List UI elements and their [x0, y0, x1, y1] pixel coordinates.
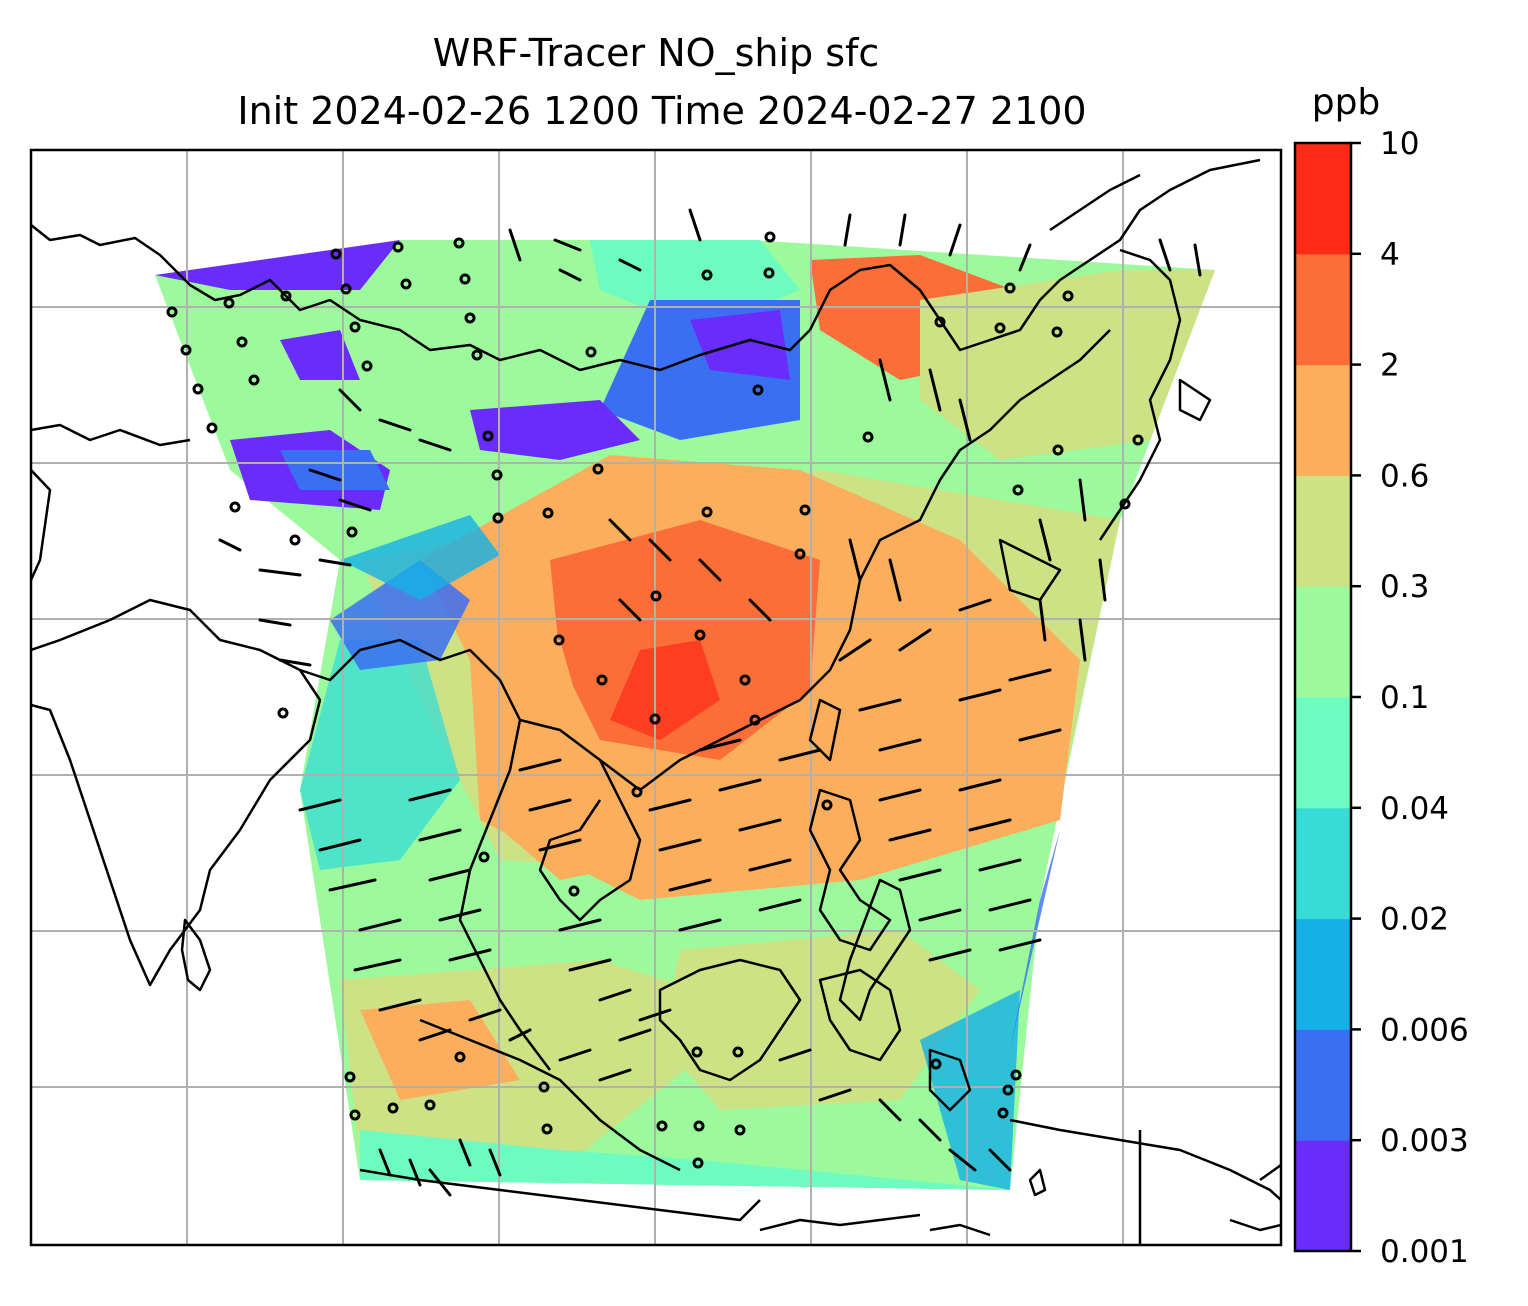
colorbar-tick-label: 4	[1380, 237, 1400, 273]
colorbar-swatch	[1295, 1029, 1351, 1141]
colorbar-swatch	[1295, 918, 1351, 1030]
colorbar-swatch	[1295, 364, 1351, 476]
colorbar-tick-label: 0.3	[1380, 569, 1429, 605]
colorbar-swatch	[1295, 807, 1351, 920]
colorbar-tick-label: 10	[1380, 126, 1419, 162]
colorbar-tick-label: 0.6	[1380, 458, 1429, 494]
coastlines-and-borders	[31, 158, 1281, 1245]
colorbar-ticks: 0.001 0.003 0.006 0.02 0.04 0.1 0.3 0.6 2 4 10	[1351, 126, 1469, 1270]
tracer-concentration-field	[155, 240, 1215, 1190]
colorbar-tick-label: 2	[1380, 348, 1400, 384]
colorbar-swatch	[1295, 143, 1351, 255]
colorbar-tick-label: 0.003	[1380, 1123, 1469, 1159]
colorbar-swatch	[1295, 697, 1351, 809]
colorbar-swatch	[1295, 475, 1351, 587]
colorbar: ppb 0.001 0.003 0.006 0.02 0.04 0.1 0.3 0.6 2 4 10	[1293, 82, 1469, 1270]
colorbar-swatches	[1295, 143, 1351, 1252]
colorbar-tick-label: 0.02	[1380, 902, 1449, 938]
colorbar-swatch	[1295, 1140, 1351, 1252]
wind-barbs	[166, 208, 1202, 1197]
colorbar-tick-label: 0.006	[1380, 1012, 1469, 1048]
map-gridlines	[31, 150, 1281, 1245]
colorbar-tick-label: 0.04	[1380, 791, 1449, 827]
colorbar-tick-label: 0.1	[1380, 680, 1429, 716]
map-title-line-2: Init 2024-02-26 1200 Time 2024-02-27 210…	[237, 89, 1086, 133]
map-title-line-1: WRF-Tracer NO_ship sfc	[433, 31, 880, 75]
map-frame	[29, 148, 1283, 1247]
colorbar-tick-label: 0.001	[1380, 1234, 1469, 1270]
colorbar-unit-label: ppb	[1312, 82, 1381, 123]
colorbar-swatch	[1295, 586, 1351, 698]
colorbar-swatch	[1295, 253, 1351, 366]
map-panel	[31, 150, 1281, 1245]
